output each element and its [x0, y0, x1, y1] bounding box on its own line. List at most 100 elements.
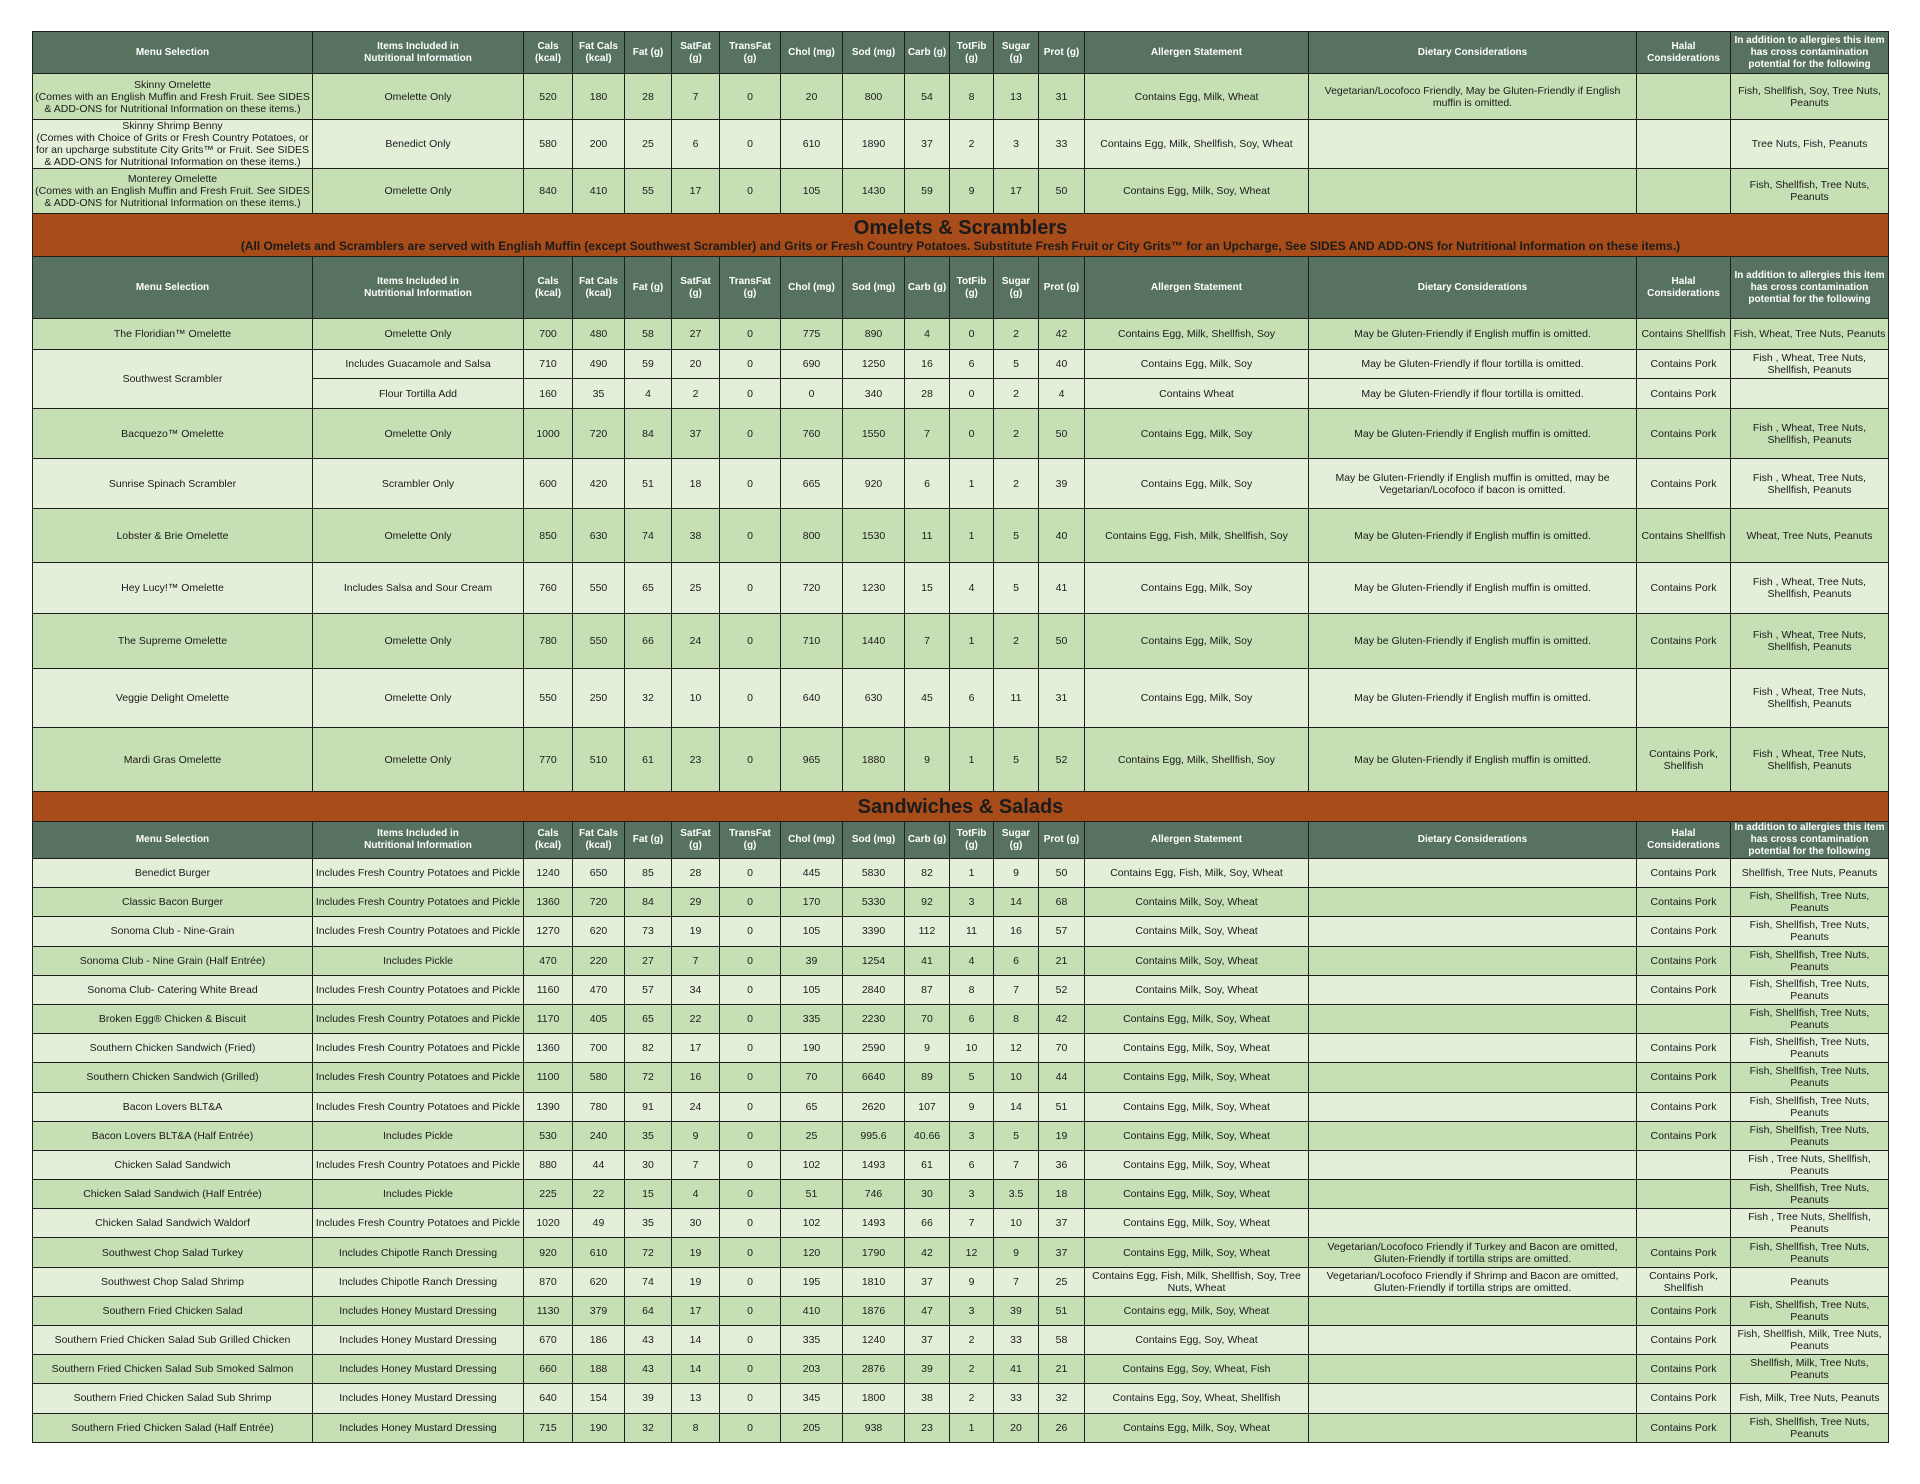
table-row: Southwest Chop Salad Shrimp Includes Chip…: [32, 1266, 1889, 1297]
cell-menu-selection: Southwest Chop Salad Shrimp: [32, 1266, 313, 1297]
cell-trans-fat: 0: [719, 1237, 781, 1268]
cell-protein: 31: [1038, 73, 1085, 120]
table-row: Southern Fried Chicken Salad Sub Smoked …: [32, 1354, 1889, 1385]
cell-cross-contamination: Peanuts: [1730, 1266, 1889, 1297]
cell-halal-considerations: Contains Shellfish: [1636, 318, 1731, 350]
cell-sugar: 6: [993, 945, 1039, 976]
cell-cholesterol: 335: [780, 1324, 843, 1356]
cell-cholesterol: 105: [780, 916, 843, 947]
cell-carbohydrates: 47: [904, 1295, 950, 1327]
cell-dietary-considerations: May be Gluten-Friendly if flour tortilla…: [1308, 349, 1637, 379]
cell-total-fiber: 5: [949, 1062, 994, 1093]
cell-saturated-fat: 18: [671, 458, 720, 509]
cell-calories: 760: [523, 562, 573, 614]
cell-cross-contamination: Fish, Shellfish, Tree Nuts, Peanuts: [1730, 916, 1889, 947]
cell-allergen-statement: Contains Egg, Milk, Soy: [1084, 613, 1309, 669]
cell-saturated-fat: 7: [671, 945, 720, 976]
cell-halal-considerations: Contains Pork: [1636, 1062, 1731, 1093]
cell-items-included: Omelette Only: [312, 727, 524, 792]
cell-sodium: 3390: [842, 916, 905, 947]
cell-halal-considerations: [1636, 1003, 1731, 1035]
header-protein: Prot (g): [1038, 256, 1085, 319]
cell-protein: 37: [1038, 1208, 1085, 1239]
cell-sodium: 920: [842, 458, 905, 509]
cell-trans-fat: 0: [719, 1120, 781, 1151]
cell-calories: 1240: [523, 857, 573, 889]
header-carbohydrates: Carb (g): [904, 256, 950, 319]
cell-fat-calories: 780: [572, 1091, 625, 1122]
cell-fat-calories: 180: [572, 73, 625, 120]
cell-dietary-considerations: [1308, 857, 1637, 889]
cell-calories: 640: [523, 1383, 573, 1414]
cell-carbohydrates: 28: [904, 378, 950, 409]
cell-saturated-fat: 28: [671, 857, 720, 889]
cell-sugar: 3: [993, 119, 1039, 169]
cell-cholesterol: 105: [780, 974, 843, 1005]
cell-calories: 550: [523, 668, 573, 728]
cell-items-included: Includes Salsa and Sour Cream: [312, 562, 524, 614]
cell-fat: 91: [624, 1091, 672, 1122]
cell-cross-contamination: Fish, Shellfish, Tree Nuts, Peanuts: [1730, 974, 1889, 1005]
cell-sodium: 1254: [842, 945, 905, 976]
table-row: Sonoma Club - Nine Grain (Half Entrée) In…: [32, 945, 1889, 976]
section-banner: Omelets & Scramblers (All Omelets and Scr…: [32, 213, 1889, 257]
cell-calories: 670: [523, 1324, 573, 1356]
table-row: Lobster & Brie Omelette Omelette Only 850 6…: [32, 508, 1889, 563]
header-dietary-considerations: Dietary Considerations: [1308, 256, 1637, 319]
cell-menu-selection: Southern Fried Chicken Salad (Half Entré…: [32, 1412, 313, 1443]
cell-saturated-fat: 13: [671, 1383, 720, 1414]
cell-fat: 15: [624, 1179, 672, 1210]
cell-calories: 1000: [523, 408, 573, 459]
cell-carbohydrates: 54: [904, 73, 950, 120]
cell-fat: 35: [624, 1208, 672, 1239]
cell-items-included: Scrambler Only: [312, 458, 524, 509]
cell-carbohydrates: 9: [904, 1033, 950, 1064]
header-menu-selection: Menu Selection: [32, 256, 313, 319]
cell-protein: 68: [1038, 887, 1085, 918]
cell-cross-contamination: Fish, Shellfish, Tree Nuts, Peanuts: [1730, 1295, 1889, 1327]
cell-allergen-statement: Contains Egg, Milk, Soy: [1084, 458, 1309, 509]
cell-fat-calories: 610: [572, 1237, 625, 1268]
cell-dietary-considerations: [1308, 1149, 1637, 1181]
cell-sugar: 10: [993, 1062, 1039, 1093]
cell-allergen-statement: Contains Egg, Milk, Soy, Wheat: [1084, 1149, 1309, 1181]
cell-total-fiber: 2: [949, 1383, 994, 1414]
cell-protein: 50: [1038, 168, 1085, 214]
cell-items-included: Omelette Only: [312, 668, 524, 728]
cell-fat: 73: [624, 916, 672, 947]
header-cholesterol: Chol (mg): [780, 821, 843, 859]
cell-fat-calories: 220: [572, 945, 625, 976]
cell-calories: 160: [523, 378, 573, 409]
cell-cholesterol: 70: [780, 1062, 843, 1093]
header-fat-calories: Fat Cals (kcal): [572, 256, 625, 319]
cell-cholesterol: 0: [780, 378, 843, 409]
cell-fat-calories: 620: [572, 1266, 625, 1297]
cell-trans-fat: 0: [719, 857, 781, 889]
cell-carbohydrates: 11: [904, 508, 950, 563]
header-trans-fat: TransFat (g): [719, 31, 781, 74]
cell-allergen-statement: Contains Egg, Milk, Shellfish, Soy, Whea…: [1084, 119, 1309, 169]
cell-menu-selection: Lobster & Brie Omelette: [32, 508, 313, 563]
cell-sodium: 1880: [842, 727, 905, 792]
cell-protein: 39: [1038, 458, 1085, 509]
cell-carbohydrates: 6: [904, 458, 950, 509]
cell-protein: 51: [1038, 1091, 1085, 1122]
cell-sodium: 1430: [842, 168, 905, 214]
cell-sodium: 1810: [842, 1266, 905, 1297]
cell-halal-considerations: Contains Pork: [1636, 613, 1731, 669]
cell-cross-contamination: Fish, Shellfish, Soy, Tree Nuts, Peanuts: [1730, 73, 1889, 120]
table-row: Bacquezo™ Omelette Omelette Only 1000 720 84…: [32, 408, 1889, 459]
cell-cholesterol: 710: [780, 613, 843, 669]
cell-saturated-fat: 17: [671, 1295, 720, 1327]
cell-menu-selection: Southern Chicken Sandwich (Grilled): [32, 1062, 313, 1093]
table-row: Sunrise Spinach Scrambler Scrambler Only 6…: [32, 458, 1889, 509]
table-row: Chicken Salad Sandwich Waldorf Includes F…: [32, 1208, 1889, 1239]
cell-fat: 61: [624, 727, 672, 792]
cell-halal-considerations: Contains Pork, Shellfish: [1636, 727, 1731, 792]
cell-trans-fat: 0: [719, 73, 781, 120]
cell-trans-fat: 0: [719, 1266, 781, 1297]
cell-cross-contamination: Fish , Tree Nuts, Shellfish, Peanuts: [1730, 1149, 1889, 1181]
cell-dietary-considerations: [1308, 1033, 1637, 1064]
cell-menu-selection: The Floridian™ Omelette: [32, 318, 313, 350]
cell-fat-calories: 405: [572, 1003, 625, 1035]
